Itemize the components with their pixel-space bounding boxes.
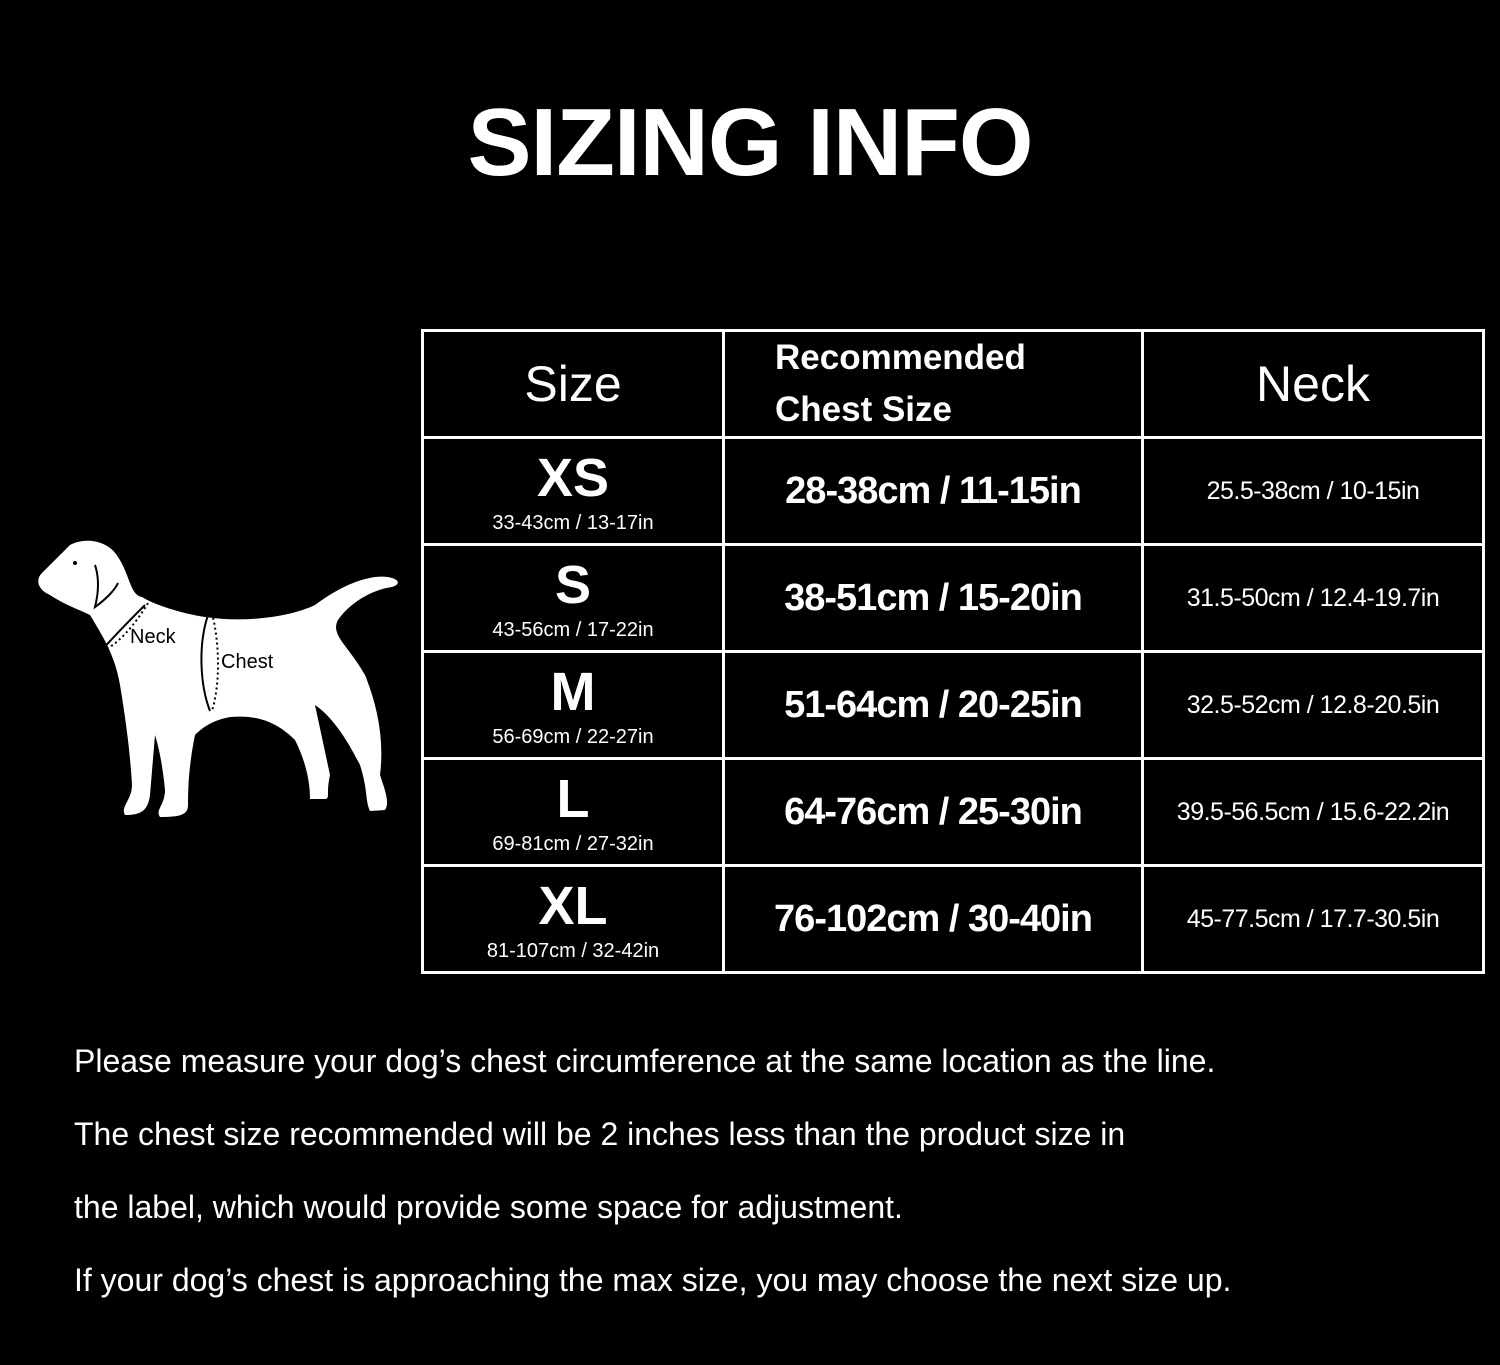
size-label: XL xyxy=(538,875,608,936)
table-header-row: Size Recommended Chest Size Neck xyxy=(421,329,1485,439)
header-size: Size xyxy=(421,329,725,439)
note-line: the label, which would provide some spac… xyxy=(74,1189,903,1225)
note-line: If your dog’s chest is approaching the m… xyxy=(74,1262,1232,1298)
table-row: L 69-81cm / 27-32in 64-76cm / 25-30in 39.… xyxy=(421,757,1485,867)
note-line: The chest size recommended will be 2 inc… xyxy=(74,1116,1126,1152)
size-cell: S 43-56cm / 17-22in xyxy=(421,543,725,653)
sizing-table: Size Recommended Chest Size Neck XS 33-43c… xyxy=(421,329,1485,974)
neck-cell: 31.5-50cm / 12.4-19.7in xyxy=(1141,543,1485,653)
chest-cell: 38-51cm / 15-20in xyxy=(722,543,1144,653)
table-row: S 43-56cm / 17-22in 38-51cm / 15-20in 31.… xyxy=(421,543,1485,653)
measurement-notes: Please measure your dog’s chest circumfe… xyxy=(74,1038,1231,1330)
chest-label: Chest xyxy=(221,651,274,673)
size-label: S xyxy=(554,554,592,615)
header-chest-line1: Recommended xyxy=(775,338,1026,377)
neck-cell: 25.5-38cm / 10-15in xyxy=(1141,436,1485,546)
page-title: SIZING INFO xyxy=(467,89,1034,196)
size-label: M xyxy=(550,661,596,722)
note-line: Please measure your dog’s chest circumfe… xyxy=(74,1043,1216,1079)
product-size: 33-43cm / 13-17in xyxy=(492,511,654,534)
size-cell: XS 33-43cm / 13-17in xyxy=(421,436,725,546)
product-size: 69-81cm / 27-32in xyxy=(492,832,654,855)
size-label: XS xyxy=(536,447,610,508)
table-row: XL 81-107cm / 32-42in 76-102cm / 30-40in … xyxy=(421,864,1485,974)
neck-cell: 39.5-56.5cm / 15.6-22.2in xyxy=(1141,757,1485,867)
chest-cell: 76-102cm / 30-40in xyxy=(722,864,1144,974)
table-row: XS 33-43cm / 13-17in 28-38cm / 11-15in 25… xyxy=(421,436,1485,546)
header-chest-line2: Chest Size xyxy=(775,390,952,429)
size-cell: L 69-81cm / 27-32in xyxy=(421,757,725,867)
product-size: 56-69cm / 22-27in xyxy=(492,725,654,748)
size-cell: XL 81-107cm / 32-42in xyxy=(421,864,725,974)
chest-cell: 51-64cm / 20-25in xyxy=(722,650,1144,760)
neck-cell: 32.5-52cm / 12.8-20.5in xyxy=(1141,650,1485,760)
dog-measurement-diagram: Neck Chest xyxy=(38,540,398,817)
header-neck: Neck xyxy=(1141,329,1485,439)
chest-cell: 64-76cm / 25-30in xyxy=(722,757,1144,867)
product-size: 81-107cm / 32-42in xyxy=(486,939,660,962)
header-chest: Recommended Chest Size xyxy=(722,329,1144,439)
table-row: M 56-69cm / 22-27in 51-64cm / 20-25in 32.… xyxy=(421,650,1485,760)
size-cell: M 56-69cm / 22-27in xyxy=(421,650,725,760)
size-label: L xyxy=(556,768,590,829)
neck-label: Neck xyxy=(130,626,177,648)
chest-cell: 28-38cm / 11-15in xyxy=(722,436,1144,546)
product-size: 43-56cm / 17-22in xyxy=(492,618,654,641)
neck-cell: 45-77.5cm / 17.7-30.5in xyxy=(1141,864,1485,974)
